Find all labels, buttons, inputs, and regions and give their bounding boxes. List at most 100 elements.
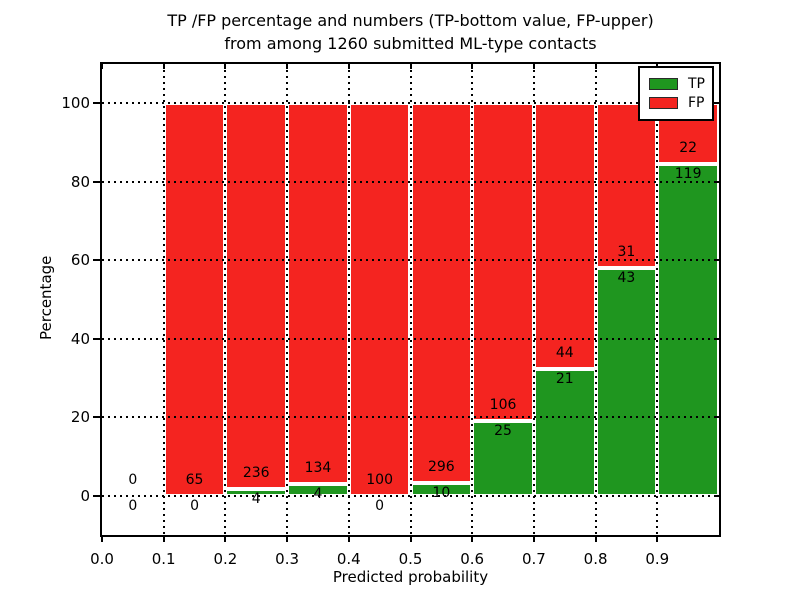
x-tick-label: 0.9 — [645, 550, 670, 568]
bar-segment-fp — [410, 103, 473, 483]
y-tick-mark-right — [714, 416, 719, 419]
x-tick-mark-top — [347, 64, 350, 69]
y-tick-label: 40 — [70, 329, 90, 348]
x-tick-mark — [656, 537, 659, 542]
x-axis-label: Predicted probability — [332, 568, 489, 586]
tp-count-label: 25 — [494, 422, 512, 439]
fp-count-label: 31 — [617, 243, 636, 260]
bar-segment-fp — [163, 103, 226, 496]
y-tick-mark — [93, 259, 100, 262]
x-tick-mark — [594, 537, 597, 542]
tp-count-label: 0 — [375, 497, 385, 514]
x-tick-mark-top — [224, 64, 227, 69]
y-tick-mark-right — [714, 180, 719, 183]
fp-count-label: 100 — [366, 471, 393, 488]
tp-legend-swatch — [649, 78, 678, 90]
x-tick-mark-top — [594, 64, 597, 69]
vertical-gridline — [224, 64, 227, 535]
x-tick-label: 0.4 — [336, 550, 361, 568]
vertical-gridline — [532, 64, 535, 535]
y-tick-mark — [93, 416, 100, 419]
fp-count-label: 236 — [242, 465, 270, 482]
x-tick-mark-top — [286, 64, 289, 69]
chart-title: TP /FP percentage and numbers (TP-bottom… — [100, 9, 721, 55]
tp-count-label: 4 — [313, 486, 323, 503]
x-tick-mark — [162, 537, 165, 542]
bar-segment-fp — [348, 103, 411, 496]
vertical-gridline — [347, 64, 350, 535]
fp-legend-label: FP — [688, 95, 705, 111]
x-tick-mark — [347, 537, 350, 542]
fp-count-label: 106 — [489, 396, 517, 413]
bar-segment-tp — [533, 368, 596, 496]
fp-count-label: 44 — [555, 344, 574, 361]
y-tick-label: 0 — [80, 486, 90, 505]
vertical-gridline — [471, 64, 474, 535]
tp-count-label: 10 — [432, 484, 451, 501]
y-tick-mark-right — [714, 337, 719, 340]
x-tick-mark-top — [101, 64, 103, 69]
y-axis-label: Percentage — [37, 255, 55, 340]
y-tick-mark-right — [714, 259, 719, 262]
x-tick-mark-top — [532, 64, 535, 69]
tp-count-label: 0 — [190, 497, 199, 514]
vertical-gridline — [286, 64, 289, 535]
fp-count-label: 22 — [679, 140, 698, 157]
legend: TP FP — [638, 66, 714, 121]
x-tick-mark — [471, 537, 474, 542]
legend-item-fp: FP — [649, 95, 705, 111]
fp-count-label: 65 — [185, 471, 204, 488]
x-tick-mark — [101, 537, 103, 542]
tp-count-label: 119 — [674, 166, 702, 183]
bar-segment-fp — [595, 103, 658, 268]
tp-legend-label: TP — [688, 76, 705, 92]
chart-title-line2: from among 1260 submitted ML-type contac… — [224, 34, 597, 53]
x-tick-label: 0.6 — [460, 550, 485, 568]
bar-segment-fp — [472, 103, 534, 421]
bar-segment-fp — [225, 103, 288, 490]
x-tick-label: 0.5 — [398, 550, 423, 568]
bar-segment-fp — [287, 103, 349, 485]
vertical-gridline — [409, 64, 412, 535]
x-tick-mark-top — [471, 64, 474, 69]
x-tick-label: 0.2 — [213, 550, 238, 568]
x-tick-label: 0.0 — [90, 550, 114, 568]
y-tick-label: 80 — [70, 172, 90, 191]
x-tick-label: 0.1 — [151, 550, 176, 568]
vertical-gridline — [162, 64, 165, 535]
x-tick-mark-top — [409, 64, 412, 69]
y-tick-label: 60 — [70, 251, 90, 270]
chart-title-line1: TP /FP percentage and numbers (TP-bottom… — [167, 11, 654, 30]
x-tick-mark — [286, 537, 289, 542]
fp-count-label: 134 — [304, 460, 332, 477]
tp-count-label: 0 — [128, 497, 138, 514]
y-tick-label: 100 — [61, 94, 90, 113]
bar-segment-tp — [595, 267, 658, 496]
fp-legend-swatch — [649, 97, 678, 109]
bar-segment-tp — [472, 420, 534, 496]
y-tick-mark — [93, 102, 100, 105]
fp-count-label: 0 — [128, 471, 138, 488]
x-tick-label: 0.8 — [583, 550, 608, 568]
vertical-gridline — [656, 64, 659, 535]
vertical-gridline — [594, 64, 597, 535]
tp-count-label: 4 — [251, 491, 261, 508]
y-tick-mark — [93, 494, 100, 497]
x-tick-mark — [532, 537, 535, 542]
y-tick-mark-right — [714, 102, 719, 105]
x-tick-mark-top — [162, 64, 165, 69]
bar-segment-fp — [533, 103, 596, 369]
y-tick-mark-right — [714, 494, 719, 497]
x-tick-mark — [224, 537, 227, 542]
fp-count-label: 296 — [427, 458, 455, 475]
legend-item-tp: TP — [649, 76, 705, 92]
tp-count-label: 43 — [617, 269, 636, 286]
bar-segment-tp — [657, 164, 719, 496]
y-tick-label: 20 — [70, 408, 90, 427]
tp-count-label: 21 — [555, 370, 574, 387]
y-tick-mark — [93, 337, 100, 340]
x-tick-label: 0.3 — [275, 550, 300, 568]
x-tick-label: 0.7 — [521, 550, 546, 568]
plot-area: TP FP 0 0 65 0 236 4 134 4 100 0 296 10 106 25 44 21 31 4… — [61, 62, 721, 568]
x-tick-mark — [409, 537, 412, 542]
